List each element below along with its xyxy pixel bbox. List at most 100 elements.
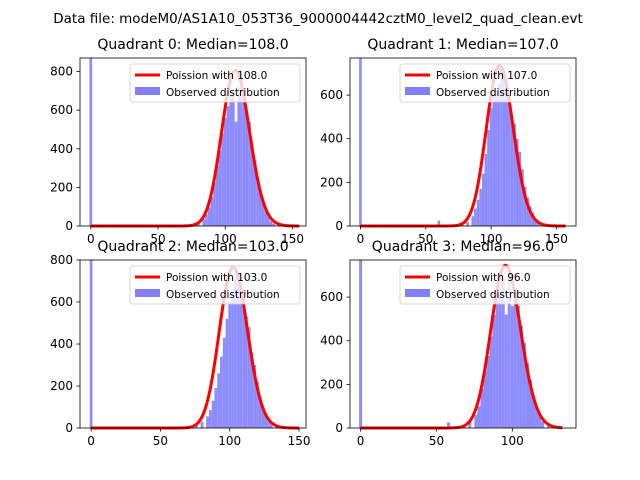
histogram-bar — [266, 216, 270, 226]
histogram-bar — [536, 222, 540, 226]
histogram-bar — [239, 291, 243, 428]
x-tick-label: 0 — [87, 232, 95, 246]
histogram-bar — [474, 414, 478, 428]
histogram-bar — [247, 327, 251, 428]
quadrant-title: Quadrant 0: Median=108.0 — [97, 37, 288, 53]
histogram-bar — [250, 352, 254, 428]
legend-line-label: Poission with 108.0 — [166, 70, 267, 82]
histogram-bar — [447, 422, 451, 428]
histogram-bar — [541, 421, 545, 428]
y-tick-label: 600 — [50, 295, 73, 309]
histogram-bar — [229, 94, 233, 226]
histogram-bar — [492, 314, 496, 428]
y-tick-label: 200 — [50, 180, 73, 194]
legend-hist-label: Observed distribution — [436, 289, 550, 301]
quadrant-title: Quadrant 2: Median=103.0 — [97, 239, 288, 255]
histogram-bar — [474, 208, 477, 226]
histogram-bar — [213, 182, 216, 226]
histogram-bar — [228, 302, 232, 428]
legend-hist-swatch — [405, 87, 430, 95]
x-tick-label: 150 — [288, 434, 311, 448]
y-tick-label: 600 — [320, 290, 343, 304]
histogram-bar — [515, 138, 519, 226]
x-tick-label: 50 — [150, 232, 165, 246]
histogram-bar — [505, 95, 509, 226]
histogram-bar — [519, 325, 523, 428]
histogram-bar — [538, 414, 542, 428]
histogram-bar — [207, 207, 211, 226]
legend-box — [129, 265, 301, 305]
x-tick-label: 50 — [429, 434, 444, 448]
y-tick-label: 200 — [50, 379, 73, 393]
histogram-bar — [258, 396, 262, 428]
histogram-bar — [225, 318, 229, 428]
histogram-bar — [264, 415, 268, 428]
histogram-bar — [526, 197, 529, 226]
histogram-bar — [513, 123, 516, 226]
histogram-bar — [502, 75, 506, 226]
histogram-bar — [215, 166, 219, 226]
quadrant-title: Quadrant 1: Median=107.0 — [367, 37, 558, 53]
histogram-bar — [522, 342, 526, 428]
histogram-bar — [221, 133, 224, 226]
histogram-bar — [498, 288, 502, 428]
histogram-bar — [220, 356, 223, 428]
y-tick-label: 0 — [335, 421, 343, 435]
legend-hist-label: Observed distribution — [166, 87, 280, 99]
histogram-bar — [267, 420, 270, 428]
y-tick-label: 600 — [50, 103, 73, 117]
histogram-bar — [492, 95, 495, 226]
legend-hist-swatch — [135, 289, 160, 297]
quadrant-title: Quadrant 3: Median=96.0 — [372, 239, 554, 255]
legend-hist-swatch — [405, 289, 430, 297]
histogram-bar — [513, 288, 517, 428]
axes-frame — [349, 57, 577, 227]
histogram-bar — [521, 169, 524, 226]
histogram-bar — [250, 148, 254, 226]
histogram-bar — [484, 154, 488, 226]
x-tick-label: 0 — [357, 232, 365, 246]
histogram-bar — [269, 424, 273, 428]
histogram-bar — [200, 421, 204, 428]
histogram-bar — [518, 151, 522, 226]
histogram-bar — [261, 202, 265, 226]
y-tick-label: 600 — [320, 88, 343, 102]
histogram-bar — [359, 260, 363, 428]
histogram-bar — [261, 407, 265, 428]
y-tick-label: 800 — [50, 65, 73, 79]
histogram-bar — [495, 297, 499, 428]
histogram-bar — [487, 130, 490, 226]
histogram-bar — [237, 86, 241, 226]
histogram-bar — [253, 365, 257, 428]
histogram-bar — [236, 283, 240, 428]
histogram-bar — [248, 121, 251, 226]
histogram-bar — [486, 356, 490, 428]
figure-suptitle: Data file: modeM0/AS1A10_053T36_90000044… — [53, 11, 583, 27]
x-tick-label: 150 — [545, 232, 568, 246]
histogram-bar — [507, 279, 511, 428]
histogram-bar — [480, 388, 484, 428]
histogram-bar — [497, 84, 501, 227]
histogram-bar — [233, 276, 237, 428]
histogram-bar — [525, 362, 529, 428]
y-tick-label: 400 — [50, 142, 73, 156]
histogram-bar — [534, 219, 537, 226]
y-tick-label: 200 — [320, 377, 343, 391]
histogram-bar — [495, 90, 498, 226]
histogram-bar — [535, 406, 539, 428]
histogram-bar — [258, 191, 262, 226]
histogram-bar — [466, 222, 469, 226]
histogram-bar — [253, 160, 257, 226]
histogram-bar — [264, 210, 267, 226]
histogram-bar — [471, 216, 475, 226]
histogram-bar — [89, 260, 93, 428]
legend-line-label: Poission with 107.0 — [436, 70, 537, 82]
legend-hist-swatch — [135, 87, 160, 95]
histogram-bar — [489, 336, 493, 428]
axes-frame — [349, 259, 577, 429]
histogram-bar — [479, 188, 482, 226]
histogram-bar — [222, 337, 226, 428]
histogram-bar — [269, 221, 273, 226]
x-tick-label: 0 — [87, 434, 95, 448]
